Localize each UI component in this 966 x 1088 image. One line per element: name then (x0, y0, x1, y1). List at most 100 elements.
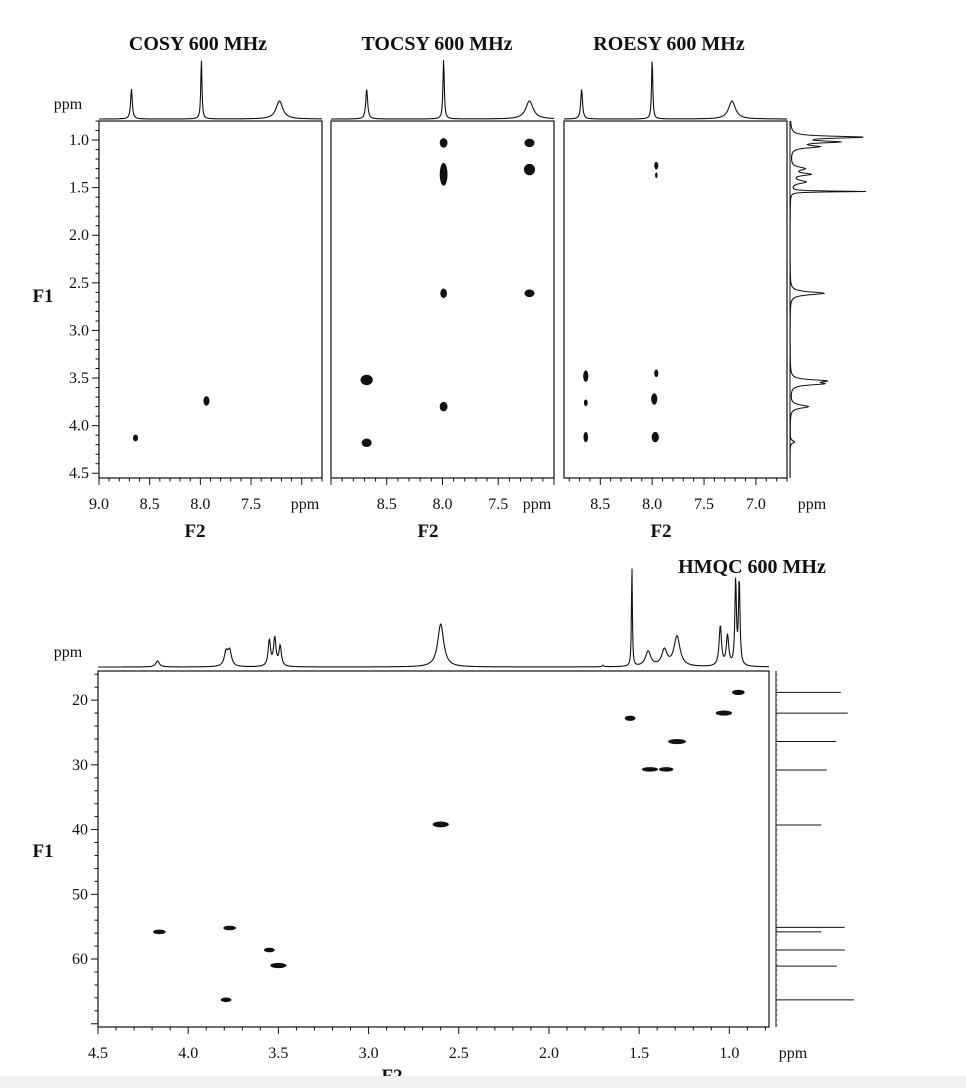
x-tick-label: 8.0 (433, 496, 453, 513)
y-tick-label: 4.0 (69, 418, 89, 435)
x-tick-label: 8.5 (377, 496, 397, 513)
y-tick-label: 1.5 (69, 180, 89, 197)
cross-peak (132, 434, 139, 442)
x-unit-label: ppm (798, 496, 827, 513)
x-tick-label: 8.0 (642, 496, 662, 513)
cross-peak (524, 289, 535, 298)
f2-projection-trace (98, 568, 769, 668)
cross-peak (432, 821, 449, 828)
cross-peak (439, 401, 448, 412)
cross-peak (654, 161, 659, 170)
x-tick-label: 9.0 (89, 496, 109, 513)
plot-frame (98, 120, 323, 479)
cross-peak (270, 962, 287, 969)
y-tick-label: 3.0 (69, 322, 89, 339)
cross-peak (524, 138, 535, 148)
cross-peak (361, 438, 372, 448)
spectrum-panel-1: COSY 600 MHz ppm 9.0 8.5 8.0 7.5 ppm F2 1.0 1.5 2.… (32, 33, 323, 542)
y-tick-label: 30 (72, 757, 88, 774)
x-unit-label: ppm (779, 1045, 808, 1062)
y-axis-title: F1 (32, 841, 53, 862)
x-tick-label: 8.0 (190, 496, 210, 513)
x-axis-title: F2 (417, 521, 438, 542)
y-axis-title: F1 (32, 286, 53, 307)
x-tick-label: 7.5 (488, 496, 508, 513)
x-tick-label: 1.5 (629, 1045, 649, 1062)
plot-frame (563, 120, 788, 479)
y-tick-label: 50 (72, 886, 88, 903)
cross-peak (715, 710, 733, 716)
y-tick-label: 2.0 (69, 227, 89, 244)
x-tick-label: 3.5 (268, 1045, 288, 1062)
cross-peak (440, 288, 447, 299)
x-axis: 9.0 8.5 8.0 7.5 ppm F2 (89, 478, 323, 542)
f2-projection-trace (564, 61, 787, 120)
plot-frame (97, 670, 770, 1028)
x-tick-label: 8.5 (140, 496, 160, 513)
projection-ppm-label: ppm (54, 644, 83, 661)
y-tick-label: 1.0 (69, 132, 89, 149)
cross-peak (655, 172, 658, 179)
x-axis: 8.5 8.0 7.5 ppm F2 (330, 478, 555, 542)
cross-peaks (132, 396, 210, 442)
y-tick-label: 2.5 (69, 275, 89, 292)
cross-peak (651, 393, 658, 405)
projection-ppm-label: ppm (54, 96, 83, 113)
f1-projection-trace (789, 120, 867, 478)
cross-peak (153, 929, 166, 935)
x-axis-title: F2 (184, 521, 205, 542)
y-tick-label: 40 (72, 822, 88, 839)
cross-peak (439, 162, 448, 186)
y-tick-label: 4.5 (69, 465, 89, 482)
f1-projection (789, 120, 867, 478)
y-axis: 1.0 1.5 2.0 2.5 3.0 3.5 4.0 4.5 F1 (32, 120, 99, 482)
cross-peak (439, 138, 448, 148)
panel-title: HMQC 600 MHz (678, 556, 826, 578)
y-tick-label: 3.5 (69, 370, 89, 387)
x-tick-label: 3.0 (359, 1045, 379, 1062)
cross-peak (641, 767, 659, 772)
cross-peak (624, 715, 636, 721)
cross-peak (667, 738, 687, 745)
cross-peak (263, 947, 275, 953)
y-tick-label: 20 (72, 692, 88, 709)
cross-peak (654, 369, 659, 378)
x-tick-label: 1.0 (719, 1045, 739, 1062)
f2-projection-trace (99, 60, 322, 120)
cross-peak (223, 925, 236, 931)
x-tick-label: 2.5 (449, 1045, 469, 1062)
cross-peak (220, 997, 232, 1003)
panel-title: TOCSY 600 MHz (361, 33, 512, 55)
cross-peak (523, 163, 536, 176)
cross-peaks (360, 138, 536, 448)
panel-title: ROESY 600 MHz (593, 33, 745, 55)
spectrum-panel-2: TOCSY 600 MHz 8.5 8.0 7.5 ppm F2 (330, 33, 555, 542)
y-tick-label: 60 (72, 951, 88, 968)
x-tick-label: 7.5 (241, 496, 261, 513)
spectrum-panel-3: ROESY 600 MHz 8.5 8.0 7.5 7.0 ppm F2 (563, 33, 867, 542)
x-tick-label: 7.0 (746, 496, 766, 513)
cross-peak (360, 374, 373, 386)
x-unit-label: ppm (291, 496, 320, 513)
x-tick-label: 8.5 (590, 496, 610, 513)
cross-peak (658, 767, 674, 772)
x-tick-label: 4.0 (178, 1045, 198, 1062)
panel-title: COSY 600 MHz (129, 33, 267, 55)
cross-peak (583, 370, 589, 382)
cross-peaks (153, 689, 745, 1003)
cross-peak (651, 431, 659, 443)
f1-projection (775, 671, 854, 1027)
x-tick-label: 4.5 (88, 1045, 108, 1062)
cross-peak (203, 396, 210, 406)
cross-peak (583, 399, 588, 407)
f2-projection-trace (331, 60, 554, 120)
cross-peak (732, 689, 745, 695)
x-unit-label: ppm (523, 496, 552, 513)
x-axis: 8.5 8.0 7.5 7.0 ppm F2 (568, 478, 827, 542)
bottom-strip (0, 1076, 966, 1088)
x-tick-label: 2.0 (539, 1045, 559, 1062)
x-axis-title: F2 (650, 521, 671, 542)
y-axis: 20 30 40 50 60 F1 (32, 673, 98, 1025)
cross-peak (583, 431, 589, 443)
